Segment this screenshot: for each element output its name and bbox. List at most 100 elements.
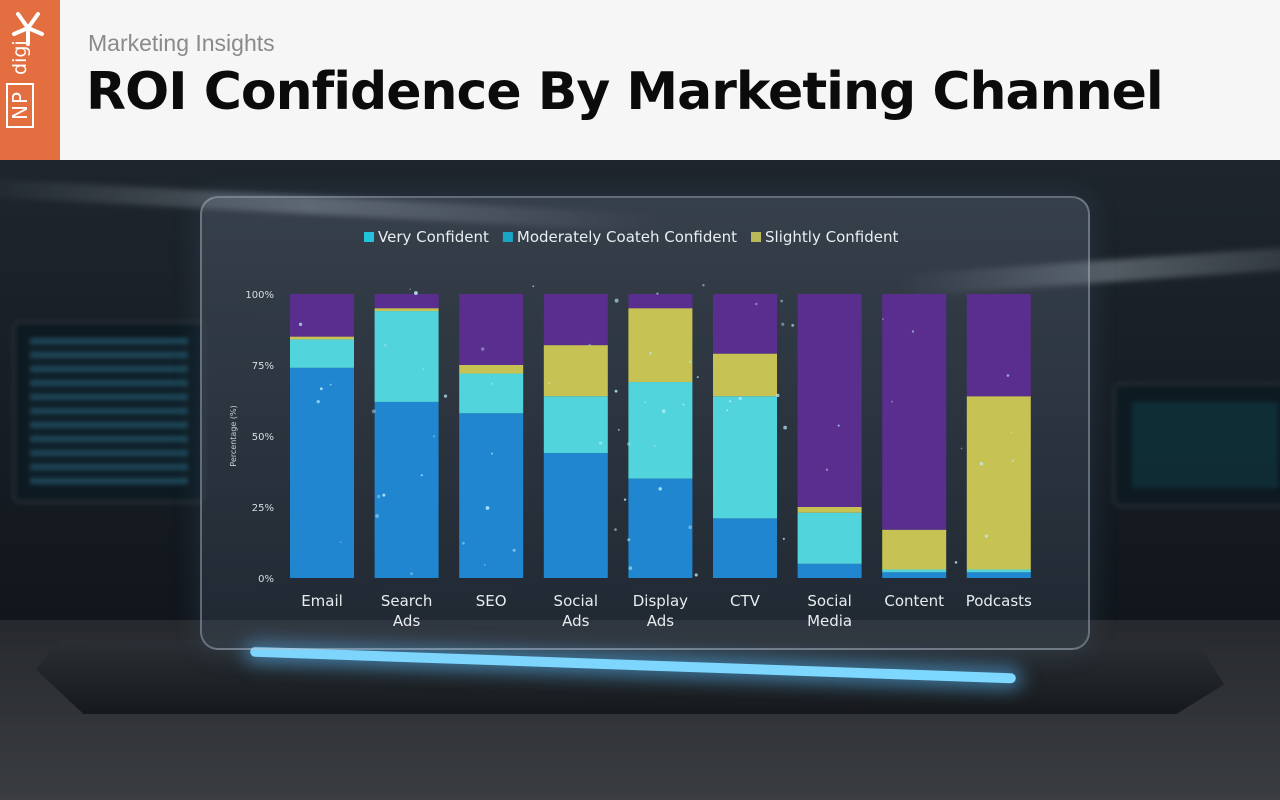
bar-segment-2 — [459, 365, 524, 374]
sparkle-dot — [532, 285, 535, 288]
sparkle-dot — [462, 541, 465, 545]
sparkle-dot — [781, 322, 785, 326]
sparkle-dot — [614, 298, 619, 303]
x-axis: Email Search Ads SEO Social Ads Display Ads CTV S… — [301, 592, 1032, 630]
sparkle-dot — [653, 445, 656, 448]
bar-segment-3 — [543, 294, 608, 346]
sparkle-dot — [738, 396, 742, 401]
bar-segment-0 — [459, 413, 524, 578]
legend-label-2: Slightly Confident — [765, 228, 898, 246]
bar-segment-2 — [797, 507, 862, 513]
sparkle-dot — [782, 537, 785, 540]
sparkle-dot — [420, 474, 423, 477]
sparkle-dot — [696, 376, 699, 379]
sparkle-dot — [432, 435, 436, 438]
sparkle-dot — [649, 351, 652, 355]
legend-swatch-2 — [751, 232, 762, 242]
y-tick-label: 25% — [252, 503, 274, 514]
background-monitor-right — [1112, 382, 1280, 508]
x-tick-label: Podcasts — [966, 592, 1032, 610]
sparkle-dot — [422, 368, 425, 371]
bar-segment-0 — [374, 401, 439, 578]
legend-swatch-1 — [502, 232, 513, 242]
sparkle-dot — [384, 343, 387, 347]
bar-segment-2 — [290, 336, 354, 340]
bar-segment-1 — [797, 512, 862, 564]
bar-segment-0 — [966, 572, 1031, 578]
bar-segment-0 — [882, 572, 947, 578]
bar-segment-3 — [628, 294, 693, 309]
y-tick-label: 0% — [258, 574, 274, 585]
x-tick-label: Search Ads — [381, 592, 433, 630]
sparkle-dot — [490, 382, 494, 385]
bar-segment-2 — [882, 529, 947, 570]
sparkle-dot — [682, 403, 685, 406]
bar-segment-3 — [966, 294, 1031, 397]
sparkle-dot — [628, 566, 633, 570]
bar-segment-2 — [374, 308, 439, 312]
y-axis-title: Percentage (%) — [229, 405, 238, 466]
sparkle-dot — [382, 493, 386, 497]
legend-label-0: Very Confident — [378, 228, 489, 246]
sparkle-particles — [298, 284, 1015, 577]
sparkle-dot — [1010, 431, 1013, 434]
sparkle-dot — [599, 441, 603, 445]
bar-segment-1 — [966, 569, 1031, 573]
x-tick-label: Content — [884, 592, 944, 610]
page-title: ROI Confidence By Marketing Channel — [86, 62, 1164, 122]
bar-segment-1 — [713, 396, 777, 519]
sparkle-dot — [413, 291, 418, 295]
page-subtitle: Marketing Insights — [88, 30, 275, 56]
y-tick-label: 100% — [245, 290, 274, 301]
header-banner: NP digi Marketing Insights ROI Confidenc… — [0, 0, 1280, 160]
sparkle-dot — [661, 409, 666, 414]
bar-group — [290, 294, 1031, 578]
brand-logo[interactable]: NP digi — [0, 0, 60, 160]
sparkle-dot — [702, 284, 705, 287]
bar-segment-3 — [290, 294, 354, 337]
bar-segment-1 — [628, 382, 693, 479]
y-tick-label: 75% — [252, 361, 274, 372]
bar-segment-3 — [797, 294, 862, 507]
y-tick-label: 50% — [252, 432, 274, 443]
bar-segment-0 — [628, 478, 693, 578]
sparkle-dot — [443, 394, 448, 398]
sparkle-dot — [316, 400, 320, 404]
sparkle-dot — [658, 487, 662, 491]
sparkle-dot — [1011, 459, 1015, 462]
sparkle-dot — [548, 382, 551, 384]
sparkle-dot — [728, 400, 732, 403]
sparkle-dot — [688, 360, 692, 363]
sparkle-dot — [881, 317, 884, 320]
bar-segment-1 — [374, 311, 439, 402]
sparkle-dot — [319, 387, 323, 391]
bar-segment-1 — [882, 569, 947, 573]
sparkle-dot — [617, 429, 620, 431]
sparkle-dot — [375, 514, 379, 518]
logo-np-text: NP — [6, 82, 34, 128]
sparkle-dot — [656, 292, 659, 295]
sparkle-dot — [329, 383, 332, 386]
bar-segment-0 — [290, 367, 354, 578]
sparkle-dot — [627, 538, 631, 542]
sparkle-dot — [480, 347, 485, 351]
legend-swatch-0 — [364, 232, 374, 242]
sparkle-dot — [614, 528, 617, 531]
sparkle-dot — [409, 288, 412, 291]
x-tick-label: Display Ads — [633, 592, 688, 630]
legend-label-1: Moderately Coateh Confident — [517, 228, 737, 246]
sparkle-dot — [588, 343, 591, 347]
sparkle-dot — [954, 561, 958, 564]
sparkle-dot — [371, 409, 376, 414]
sparkle-dot — [339, 541, 342, 544]
bar-segment-0 — [797, 563, 862, 578]
stacked-bar-chart: Very Confident Moderately Coateh Confiden… — [229, 228, 1032, 630]
sparkle-dot — [776, 393, 780, 398]
sparkle-dot — [791, 323, 795, 327]
sparkle-dot — [512, 548, 516, 552]
bar-segment-3 — [713, 294, 777, 354]
sparkle-dot — [614, 389, 618, 393]
sparkle-dot — [376, 494, 381, 499]
x-tick-label: Email — [301, 592, 343, 610]
background-monitor-left — [12, 320, 206, 504]
